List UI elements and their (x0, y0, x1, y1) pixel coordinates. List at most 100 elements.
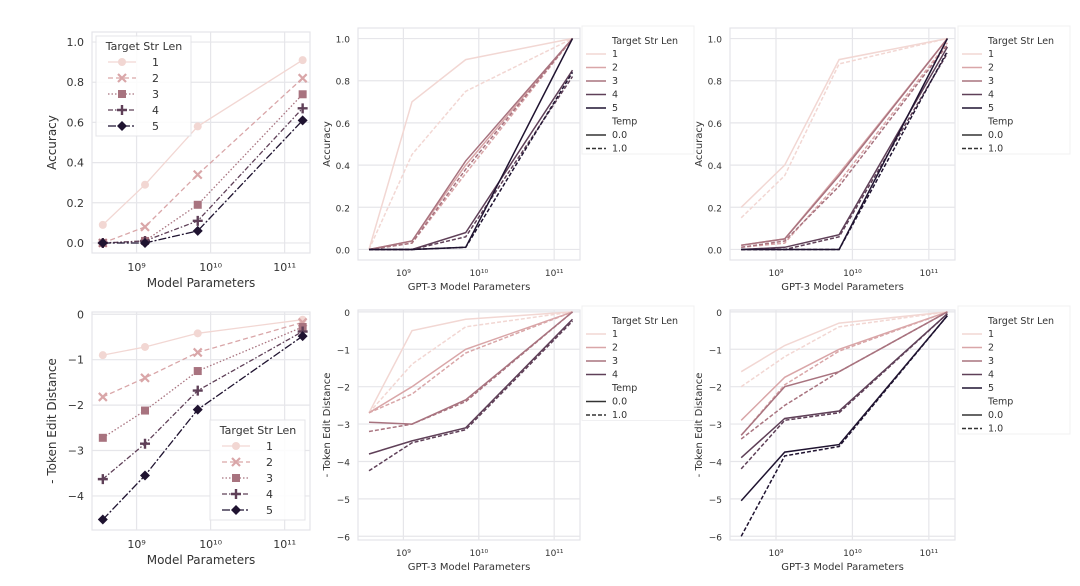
series-line-1-temp-10 (368, 311, 573, 414)
legend-marker (118, 58, 126, 66)
legend-marker (118, 90, 126, 98)
series-line-4 (102, 107, 304, 244)
x-tick-label: 10¹¹ (919, 269, 938, 279)
y-tick-label: −5 (709, 496, 722, 506)
series-line-3-temp-10 (741, 44, 948, 249)
series-line-1-temp-10 (368, 37, 573, 250)
x-tick-label: 10¹⁰ (199, 261, 222, 274)
legend: Target Str Len 1 2 3 4 5 Temp 0.0 1.0 (957, 25, 1071, 155)
legend-box (581, 25, 695, 155)
x-tick-label: 10¹¹ (273, 538, 296, 551)
legend-label-temp: 0.0 (612, 397, 627, 408)
series-line-2 (102, 321, 303, 398)
legend-label: 1 (266, 440, 273, 453)
chart-panel-tr: 0.0 0.2 0.4 0.6 0.8 1.0 10⁹ 10¹⁰ 10¹¹ GPT-3 Model… (694, 25, 1071, 293)
y-tick-label: −2 (709, 384, 722, 394)
y-tick-label: 0 (344, 309, 350, 319)
legend-label: 4 (612, 90, 618, 101)
x-tick-label: 10¹⁰ (469, 269, 488, 279)
series-line-1-temp-10 (740, 37, 948, 219)
legend-marker (117, 105, 127, 115)
x-tick-label: 10¹¹ (919, 549, 938, 559)
y-tick-label: 0 (77, 308, 84, 321)
legend-marker (232, 442, 240, 450)
legend-label: 3 (612, 76, 618, 87)
series-line-4-temp-00 (741, 46, 949, 251)
series-line-3 (102, 326, 303, 439)
x-axis-label: GPT-3 Model Parameters (408, 282, 531, 293)
x-tick-label: 10¹⁰ (843, 269, 862, 279)
x-tick-label: 10⁹ (396, 269, 411, 279)
series-line-5 (102, 335, 303, 521)
y-tick-label: 0.0 (708, 246, 723, 256)
y-tick-label: −3 (337, 421, 350, 431)
y-tick-label: −6 (709, 533, 723, 543)
legend-label-temp: 1.0 (988, 424, 1003, 435)
x-tick-label: 10¹¹ (273, 261, 296, 274)
legend-title-temp: Temp (987, 117, 1013, 128)
series-line-3-temp-10 (368, 38, 574, 251)
y-tick-label: 1.0 (67, 36, 85, 49)
y-axis-label: Accuracy (45, 115, 59, 170)
legend-label: 1 (988, 329, 994, 340)
legend-label: 1 (152, 56, 159, 69)
series-line-5-temp-10 (740, 315, 948, 537)
y-tick-label: 0.4 (336, 162, 351, 172)
legend: Target Str Len 1 2 3 4 5 (209, 419, 306, 521)
x-axis-label: GPT-3 Model Parameters (781, 562, 904, 573)
series-line-1-temp-10 (740, 311, 948, 388)
legend-marker (232, 474, 240, 482)
x-tick-label: 10¹⁰ (843, 549, 862, 559)
legend-box (957, 305, 1071, 435)
legend-label: 2 (152, 72, 159, 85)
legend-title-temp: Temp (987, 397, 1013, 408)
y-tick-label: 0.6 (67, 116, 85, 129)
y-tick-label: 0.6 (708, 120, 723, 130)
y-tick-label: −1 (68, 354, 84, 367)
y-tick-label: −3 (709, 421, 722, 431)
legend-label-temp: 0.0 (612, 130, 627, 141)
y-tick-label: −2 (68, 399, 84, 412)
y-axis-label: - Token Edit Distance (694, 373, 705, 478)
y-tick-label: 0.0 (336, 246, 351, 256)
series-line-1-temp-00 (368, 37, 573, 250)
y-tick-label: 1.0 (708, 36, 723, 46)
data-point (193, 122, 202, 131)
y-tick-label: −1 (337, 346, 350, 356)
legend-title: Target Str Len (219, 424, 297, 437)
y-tick-label: 0.2 (67, 197, 85, 210)
data-point (193, 329, 202, 338)
data-point (140, 438, 151, 449)
legend-marker (231, 457, 241, 467)
legend-label-temp: 0.0 (988, 410, 1003, 421)
y-axis-label: Accuracy (322, 121, 333, 167)
legend-label: 4 (612, 370, 618, 381)
plot-area (729, 309, 956, 541)
y-tick-label: 0.8 (67, 76, 85, 89)
legend-title: Target Str Len (611, 316, 678, 327)
y-tick-label: −6 (337, 533, 351, 543)
legend-label: 2 (266, 456, 273, 469)
data-point (140, 373, 150, 383)
legend-label: 4 (988, 370, 994, 381)
legend-label-temp: 0.0 (988, 130, 1003, 141)
series-line-3-temp-00 (368, 38, 574, 251)
x-axis-label: Model Parameters (147, 276, 256, 290)
y-tick-label: 0.2 (708, 204, 722, 214)
series-line-2-temp-10 (368, 311, 573, 414)
legend-title: Target Str Len (987, 316, 1054, 327)
legend-label: 3 (612, 356, 618, 367)
data-point (298, 90, 307, 99)
chart-panel-br: 0 −1 −2 −3 −4 −5 −6 10⁹ 10¹⁰ 10¹¹ GPT-3 Model Para… (694, 305, 1071, 573)
y-tick-label: 0.8 (708, 78, 723, 88)
legend-label: 3 (152, 88, 159, 101)
series-line-1-temp-00 (368, 311, 573, 414)
x-tick-label: 10⁹ (768, 549, 783, 559)
legend-label: 5 (612, 103, 618, 114)
y-axis-label: Accuracy (694, 121, 705, 167)
series-line-4-temp-10 (740, 313, 948, 470)
y-axis-label: - Token Edit Distance (322, 373, 333, 478)
legend-label: 5 (266, 504, 273, 517)
series-line-5-temp-10 (369, 71, 574, 251)
series-line-4-temp-10 (368, 320, 574, 472)
